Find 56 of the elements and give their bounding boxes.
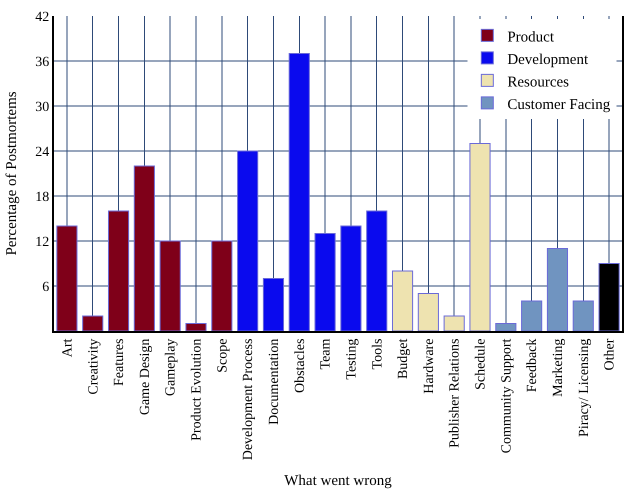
bar (82, 316, 104, 331)
x-tick-label: Piracy/ Licensing (576, 338, 592, 437)
bar (108, 210, 130, 331)
x-tick-label: Other (602, 338, 618, 370)
y-tick-label: 24 (35, 144, 50, 160)
x-tick-label: Scope (215, 338, 230, 373)
x-tick-label: Creativity (86, 338, 102, 395)
x-tick-label: Development Process (241, 338, 256, 460)
x-tick-label: Gameplay (164, 338, 179, 396)
y-tick-label: 30 (35, 100, 50, 115)
x-tick-label: Game Design (138, 338, 153, 416)
bar (444, 316, 465, 331)
x-tick-label: Community Support (499, 338, 514, 454)
bar (546, 248, 568, 331)
bar (366, 210, 388, 331)
bar (418, 293, 439, 331)
y-tick-label: 42 (35, 10, 50, 25)
x-tick-label: Testing (344, 338, 360, 380)
x-tick-label: Obstacles (292, 338, 308, 394)
bar (134, 166, 155, 331)
bar (521, 300, 542, 331)
y-tick-label: 12 (35, 234, 50, 250)
bar (469, 143, 491, 331)
bar (237, 150, 258, 331)
bar (340, 226, 362, 331)
bar (185, 323, 207, 331)
x-tick-label: Budget (396, 338, 412, 380)
x-tick-label: Art (60, 338, 76, 358)
y-tick-label: 18 (35, 190, 50, 205)
bar (495, 323, 516, 331)
bar (288, 53, 310, 331)
bar (392, 270, 414, 331)
x-tick-label: Feedback (525, 338, 540, 392)
legend-label: Product (507, 29, 555, 46)
y-axis-title: Percentage of Postmortems (4, 91, 20, 256)
x-tick-label: Documentation (267, 338, 282, 425)
bar (262, 278, 284, 331)
x-tick-label: Features (112, 338, 128, 386)
x-tick-label: Hardware (422, 338, 437, 394)
x-tick-label: Product Evolution (190, 338, 205, 441)
bar (160, 240, 181, 331)
bar (211, 240, 232, 331)
x-tick-label: Schedule (474, 338, 489, 390)
legend-label: Development (507, 52, 589, 68)
y-tick-label: 36 (35, 54, 50, 70)
bar (56, 226, 78, 331)
legend-label: Resources (507, 74, 570, 90)
x-tick-label: Team (318, 338, 334, 370)
x-tick-label: Publisher Relations (448, 338, 463, 448)
x-tick-label: Tools (370, 338, 386, 370)
bar (314, 233, 336, 331)
x-tick-label: Marketing (551, 338, 566, 397)
bar (572, 300, 594, 331)
legend-label: Customer Facing (507, 96, 611, 113)
y-tick-label: 6 (42, 280, 50, 295)
x-axis-title: What went wrong (284, 472, 392, 489)
